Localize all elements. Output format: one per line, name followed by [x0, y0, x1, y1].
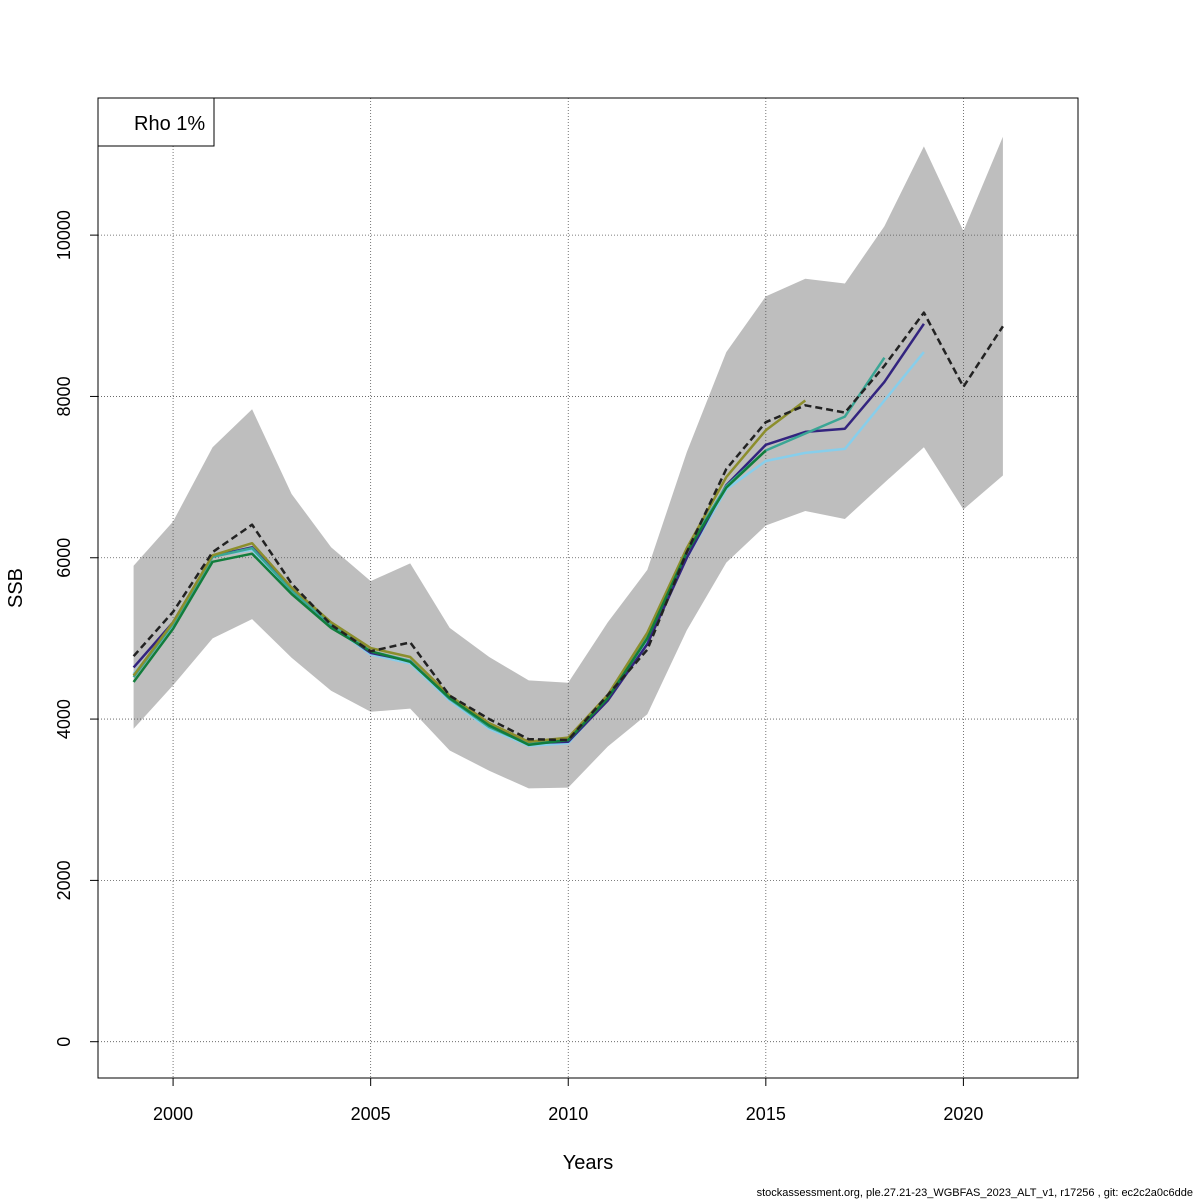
y-tick-label: 0 [54, 1037, 74, 1047]
confidence-band [133, 136, 1003, 789]
x-tick-label: 2020 [943, 1104, 983, 1124]
legend: Rho 1% [97, 97, 215, 147]
legend-text: Rho 1% [134, 113, 205, 135]
legend-box [97, 97, 215, 147]
grid-layer [98, 98, 1078, 1078]
x-tick-label: 2010 [548, 1104, 588, 1124]
y-axis-title: SSB [5, 568, 27, 608]
y-tick-label: 4000 [54, 699, 74, 739]
x-axis-title: Years [563, 1152, 613, 1174]
confidence-band-layer [133, 136, 1003, 789]
y-tick-label: 2000 [54, 860, 74, 900]
series-layer [132, 311, 1004, 747]
y-tick-label: 6000 [54, 538, 74, 578]
y-tick-label: 10000 [54, 210, 74, 260]
axis-layer: 2000 2005 2010 2015 2020 0 2000 4000 6000 8000 100… [54, 210, 983, 1124]
footer-credit: stockassessment.org, ple.27.21-23_WGBFAS… [757, 1187, 1193, 1199]
series-line-5 [132, 449, 767, 747]
x-tick-label: 2005 [351, 1104, 391, 1124]
x-tick-label: 2000 [153, 1104, 193, 1124]
y-tick-label: 8000 [54, 376, 74, 416]
plot-frame [97, 97, 1079, 1079]
x-tick-label: 2015 [746, 1104, 786, 1124]
series-line-4 [132, 399, 807, 743]
series-line-6 [132, 311, 1004, 742]
